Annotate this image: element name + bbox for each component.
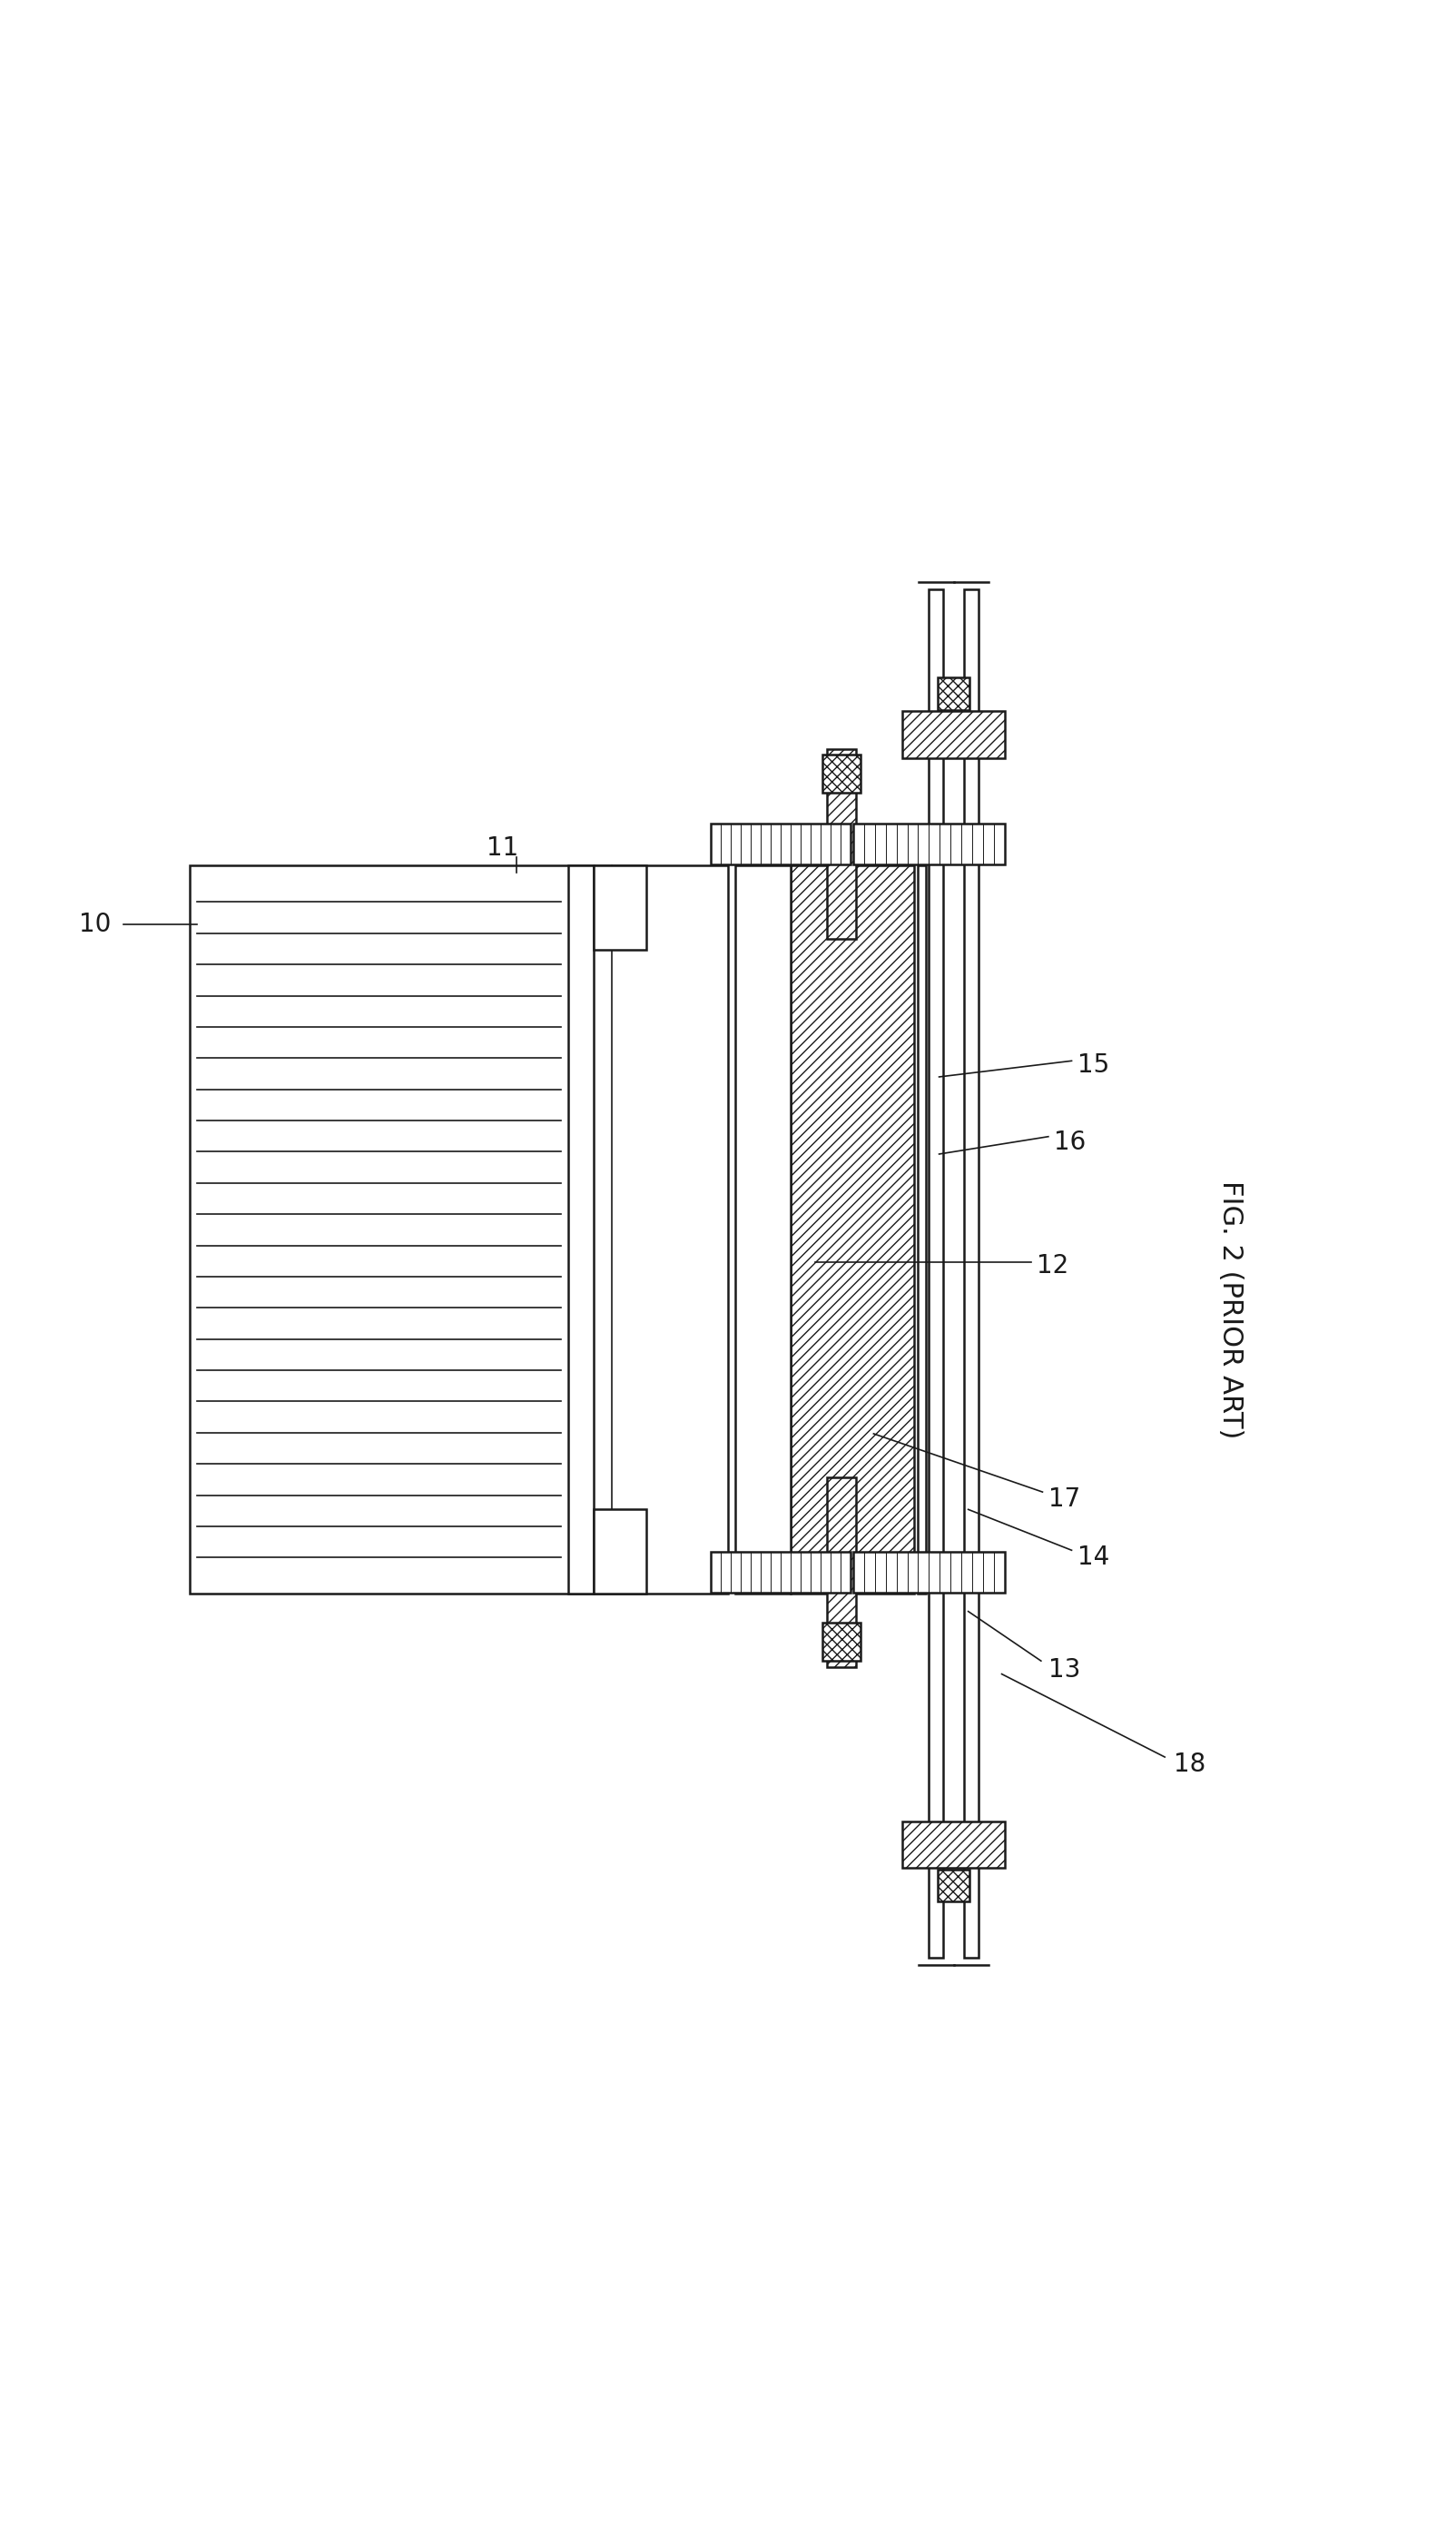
Bar <box>823 1622 860 1661</box>
Bar <box>791 866 914 1594</box>
Text: 17: 17 <box>1048 1487 1080 1513</box>
Bar <box>827 1477 856 1666</box>
Bar <box>903 711 1005 759</box>
Bar <box>735 866 791 1594</box>
Bar <box>823 754 860 792</box>
Bar <box>938 678 970 711</box>
Text: 16: 16 <box>1054 1131 1086 1156</box>
Text: 15: 15 <box>1077 1052 1109 1077</box>
Bar <box>711 823 850 863</box>
Bar <box>903 1821 1005 1867</box>
Text: 11: 11 <box>486 835 518 861</box>
Bar <box>964 588 978 1959</box>
Bar <box>917 866 926 1594</box>
Bar <box>189 866 728 1594</box>
Bar <box>853 1551 1005 1592</box>
Bar <box>711 1551 850 1592</box>
Text: 18: 18 <box>1174 1752 1206 1778</box>
Text: FIG. 2 (PRIOR ART): FIG. 2 (PRIOR ART) <box>1217 1182 1243 1439</box>
Bar <box>853 823 1005 863</box>
Bar <box>827 749 856 937</box>
Bar <box>594 866 646 950</box>
Bar <box>929 588 943 1959</box>
Text: 13: 13 <box>1048 1658 1080 1684</box>
Bar <box>568 866 594 1594</box>
Bar <box>594 1510 646 1594</box>
Text: 12: 12 <box>1037 1253 1069 1279</box>
Bar <box>938 1869 970 1900</box>
Text: 14: 14 <box>1077 1546 1109 1569</box>
Text: 10: 10 <box>79 912 111 937</box>
